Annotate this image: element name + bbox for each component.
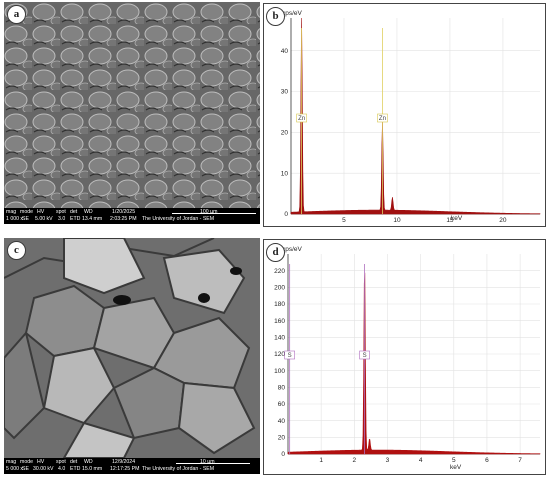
element-marker-box — [296, 113, 307, 123]
databar-value-mode: SE — [22, 216, 29, 222]
scale-bar — [176, 463, 250, 464]
databar-value-mag: 1 000 x — [6, 216, 24, 222]
databar-institution: The University of Jordan - SEM — [142, 216, 215, 222]
panel-label-a: a — [7, 5, 26, 24]
x-tick-label: 10 — [393, 217, 401, 224]
element-marker-label: Zn — [298, 116, 305, 122]
x-tick-label: 1 — [319, 457, 323, 464]
element-marker-label: S — [288, 353, 292, 359]
databar-date: 1/20/2025 — [112, 209, 136, 215]
y-tick-label: 180 — [274, 301, 285, 308]
sem-image-c: mag mode HV spot det WD 5 000 x SE 30.00… — [4, 238, 260, 474]
y-tick-label: 140 — [274, 335, 285, 342]
y-tick-label: 60 — [278, 401, 286, 408]
eds-spectrum-d: cps/eV keV 1 2 3 4 5 6 7 0 20 40 60 80 100 120 140 160 1… — [263, 239, 546, 475]
y-tick-label: 30 — [281, 89, 289, 96]
y-tick-label: 40 — [278, 418, 286, 425]
sem-micrograph-c — [4, 238, 260, 458]
x-tick-label: 4 — [419, 457, 423, 464]
databar-value-hv: 5.00 kV — [35, 216, 53, 222]
eds-chart-d: cps/eV keV 1 2 3 4 5 6 7 0 20 40 60 80 100 120 140 160 1… — [274, 246, 541, 471]
y-tick-label: 160 — [274, 318, 285, 325]
panel-label-c: c — [7, 241, 26, 260]
x-tick-label: 2 — [353, 457, 357, 464]
y-tick-label: 220 — [274, 268, 285, 275]
y-tick-label: 40 — [281, 48, 289, 55]
y-tick-label: 20 — [278, 435, 286, 442]
databar-scale-label: 100 µm — [200, 209, 218, 215]
sem-image-a: mag mode HV spot det WD 1 000 x SE 5.00 … — [4, 2, 260, 224]
databar-value-mag: 5 000 x — [6, 466, 24, 472]
databar-header-spot: spot — [56, 459, 66, 465]
databar-institution: The University of Jordan - SEM — [142, 466, 215, 472]
y-tick-label: 80 — [278, 385, 286, 392]
databar-header-wd: WD — [84, 459, 93, 465]
sem-micrograph-a — [4, 2, 260, 208]
eds-spectrum-b: cps/eV keV 5 10 15 20 0 10 20 30 40 Zn Zn b — [263, 3, 546, 227]
databar-header-det: det — [70, 209, 78, 215]
ylabel-d: cps/eV — [282, 246, 303, 253]
x-tick-label: 20 — [499, 217, 507, 224]
databar-value-wd: 15.0 mm — [82, 466, 103, 472]
sem-databar-a: mag mode HV spot det WD 1 000 x SE 5.00 … — [4, 208, 260, 224]
databar-value-spot: 4.0 — [58, 466, 66, 472]
databar-header-spot: spot — [56, 209, 66, 215]
databar-date: 12/9/2024 — [112, 459, 136, 465]
databar-time: 12:17:25 PM — [110, 466, 140, 472]
x-tick-label: 7 — [518, 457, 522, 464]
databar-header-mag: mag — [6, 209, 17, 215]
y-tick-label: 10 — [281, 170, 289, 177]
y-tick-label: 0 — [284, 211, 288, 218]
panel-label-d: d — [266, 243, 285, 262]
databar-value-spot: 3.0 — [58, 216, 66, 222]
sem-databar-c: mag mode HV spot det WD 5 000 x SE 30.00… — [4, 458, 260, 474]
x-tick-label: 5 — [452, 457, 456, 464]
ylabel-b: cps/eV — [282, 10, 303, 17]
databar-value-hv: 30.00 kV — [33, 466, 54, 472]
databar-header-mode: mode — [20, 209, 33, 215]
databar-header-hv: HV — [37, 459, 45, 465]
y-tick-label: 120 — [274, 351, 285, 358]
y-tick-label: 100 — [274, 368, 285, 375]
spectrum-series — [290, 17, 541, 215]
element-marker-box — [377, 113, 388, 123]
x-tick-label: 15 — [446, 217, 454, 224]
databar-header-mag: mag — [6, 459, 17, 465]
eds-chart-b: cps/eV keV 5 10 15 20 0 10 20 30 40 Zn Zn — [281, 10, 541, 224]
databar-value-mode: SE — [22, 466, 29, 472]
databar-header-det: det — [70, 459, 78, 465]
databar-header-hv: HV — [37, 209, 45, 215]
x-tick-label: 5 — [342, 217, 346, 224]
x-tick-label: 6 — [485, 457, 489, 464]
databar-value-det: ETD — [70, 466, 81, 472]
element-marker-label: S — [363, 353, 367, 359]
x-tick-label: 3 — [386, 457, 390, 464]
scale-bar — [172, 213, 256, 214]
element-marker-label: Zn — [379, 116, 386, 122]
databar-header-wd: WD — [84, 209, 93, 215]
panel-label-b: b — [266, 7, 285, 26]
databar-value-det: ETD — [70, 216, 81, 222]
databar-time: 2:03:25 PM — [110, 216, 137, 222]
y-tick-label: 20 — [281, 130, 289, 137]
y-tick-label: 200 — [274, 285, 285, 292]
xlabel-b: keV — [451, 215, 463, 222]
databar-scale-label: 10 µm — [200, 459, 215, 465]
databar-value-wd: 13.4 mm — [82, 216, 103, 222]
y-tick-label: 0 — [281, 451, 285, 458]
element-marker-box — [359, 350, 370, 360]
element-marker-box — [284, 350, 295, 360]
spectrum-series — [287, 272, 541, 455]
xlabel-d: keV — [450, 464, 462, 471]
databar-header-mode: mode — [20, 459, 33, 465]
